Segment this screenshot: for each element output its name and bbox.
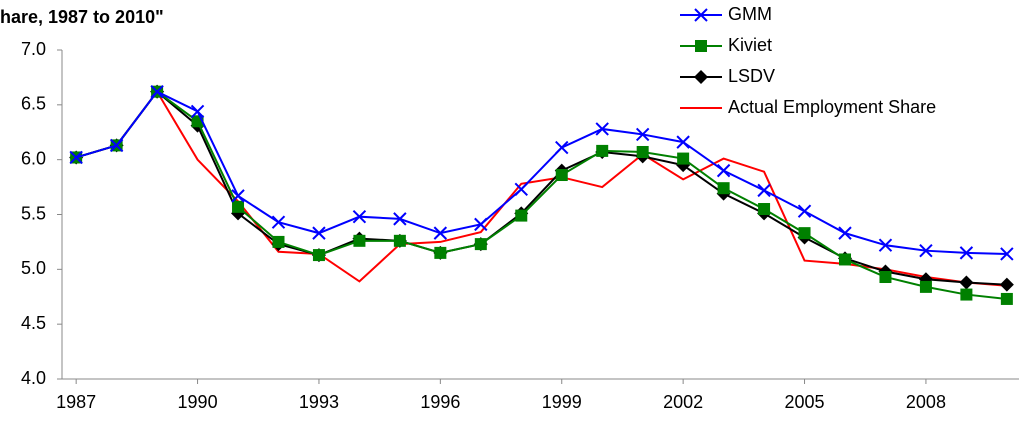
y-tick-label: 4.0	[21, 368, 46, 388]
data-point	[919, 280, 932, 293]
legend-marker	[695, 40, 707, 52]
data-point	[798, 227, 811, 240]
x-tick-label: 1996	[420, 392, 460, 412]
data-point	[839, 253, 851, 266]
data-point	[514, 182, 528, 196]
y-tick-label: 6.5	[21, 94, 46, 114]
x-tick-label: 1987	[56, 392, 96, 412]
data-point	[271, 215, 286, 229]
series-line	[75, 90, 1007, 286]
data-point	[838, 226, 852, 240]
x-tick-label: 2002	[663, 392, 703, 412]
data-point	[635, 127, 650, 142]
x-tick-label: 1993	[299, 392, 339, 412]
data-point	[433, 226, 448, 240]
data-point	[312, 226, 326, 240]
data-point	[393, 234, 406, 247]
y-tick-label: 4.5	[21, 313, 46, 333]
data-point	[595, 122, 609, 136]
data-point	[150, 84, 164, 99]
data-point	[878, 238, 893, 252]
x-tick-label: 2008	[906, 392, 946, 412]
data-point	[190, 104, 205, 119]
data-point	[393, 212, 407, 226]
x-tick-label: 1990	[178, 392, 218, 412]
data-point	[434, 246, 447, 259]
y-tick-label: 6.0	[21, 148, 46, 168]
data-point	[676, 135, 690, 149]
legend-marker	[694, 70, 708, 84]
legend-marker	[694, 8, 708, 22]
data-point	[959, 275, 974, 290]
data-point	[231, 189, 245, 203]
data-point	[272, 235, 285, 248]
data-point	[717, 182, 730, 195]
data-point	[474, 238, 487, 251]
data-point	[555, 169, 568, 182]
data-point	[757, 183, 771, 198]
data-point	[596, 144, 609, 157]
data-point	[716, 163, 731, 178]
series-line	[75, 90, 1007, 300]
y-tick-label: 5.0	[21, 258, 46, 278]
data-point	[312, 249, 325, 262]
data-point	[109, 138, 124, 153]
data-point	[677, 152, 690, 165]
data-point	[69, 150, 83, 165]
data-point	[919, 243, 933, 258]
data-point	[636, 145, 649, 158]
data-point	[758, 203, 771, 216]
data-point	[474, 217, 488, 232]
chart-title: hare, 1987 to 2010"	[0, 7, 164, 27]
legend-label: LSDV	[728, 66, 775, 86]
y-tick-label: 5.5	[21, 203, 46, 223]
data-point	[515, 209, 528, 222]
data-point	[555, 140, 569, 155]
data-point	[1000, 292, 1013, 305]
series-line	[75, 89, 1007, 287]
legend-label: GMM	[728, 4, 772, 24]
data-point	[879, 271, 892, 284]
data-point	[959, 246, 974, 260]
data-point	[797, 204, 812, 218]
data-point	[352, 209, 367, 224]
legend-label: Actual Employment Share	[728, 97, 936, 117]
data-point	[353, 234, 366, 247]
x-tick-label: 1999	[542, 392, 582, 412]
data-point	[232, 200, 245, 213]
data-point	[960, 288, 973, 301]
data-point	[999, 277, 1014, 292]
x-tick-label: 2005	[785, 392, 825, 412]
y-tick-label: 7.0	[21, 39, 46, 59]
data-point	[1000, 247, 1014, 261]
series-line	[75, 90, 1007, 255]
legend-label: Kiviet	[728, 35, 772, 55]
